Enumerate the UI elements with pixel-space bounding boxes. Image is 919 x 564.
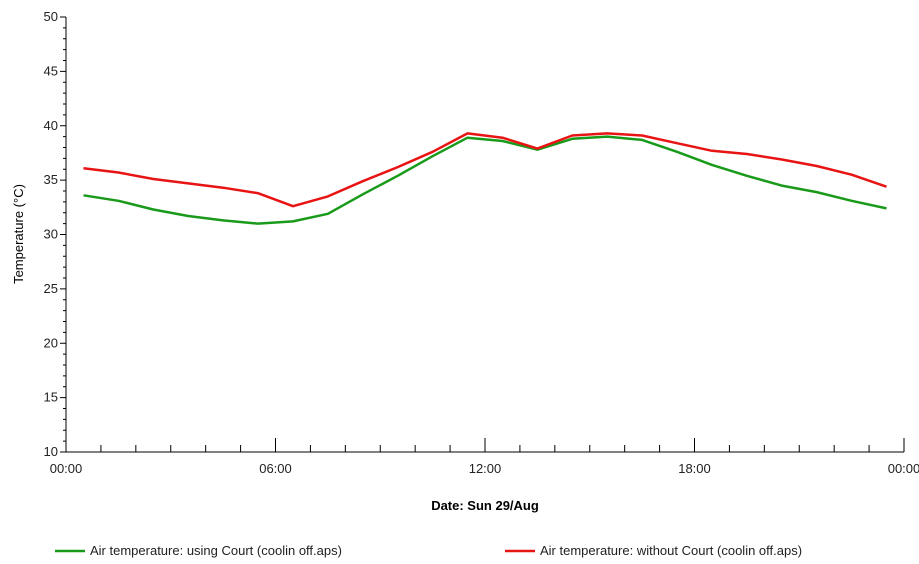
series-line-1 <box>83 135 887 225</box>
x-tick-label: 12:00 <box>469 461 502 476</box>
legend-label-1: Air temperature: using Court (coolin off… <box>90 543 342 558</box>
y-tick-label: 45 <box>44 63 58 78</box>
y-tick-label: 35 <box>44 172 58 187</box>
legend: Air temperature: using Court (coolin off… <box>55 543 802 558</box>
series-line-2 <box>83 132 887 208</box>
y-tick-label: 15 <box>44 390 58 405</box>
y-tick-label: 20 <box>44 335 58 350</box>
x-axis-tick-labels: 00:00 06:00 12:00 18:00 00:00 <box>50 461 919 476</box>
y-axis-ticks <box>60 16 66 453</box>
x-tick-label: 00:00 <box>50 461 83 476</box>
y-tick-label: 40 <box>44 118 58 133</box>
y-tick-label: 30 <box>44 227 58 242</box>
y-tick-label: 50 <box>44 9 58 24</box>
x-axis-ticks <box>65 438 905 452</box>
x-tick-label: 18:00 <box>678 461 711 476</box>
series-lines <box>83 132 887 225</box>
y-axis-tick-labels: 10 15 20 25 30 35 40 45 50 <box>44 9 58 459</box>
legend-label-2: Air temperature: without Court (coolin o… <box>540 543 802 558</box>
y-tick-label: 10 <box>44 444 58 459</box>
x-tick-label: 00:00 <box>888 461 919 476</box>
x-axis-title: Date: Sun 29/Aug <box>431 498 539 513</box>
x-tick-label: 06:00 <box>259 461 292 476</box>
y-tick-label: 25 <box>44 281 58 296</box>
axes <box>65 17 904 453</box>
y-axis-title: Temperature (°C) <box>11 184 26 284</box>
